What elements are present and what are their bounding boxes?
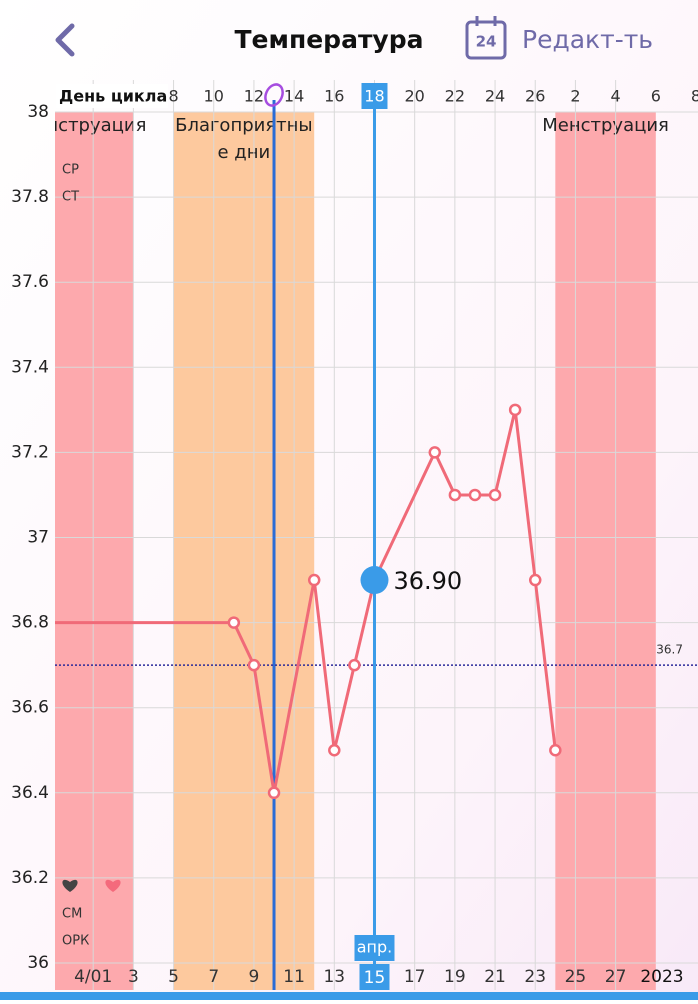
x-tick-label: 13	[323, 967, 345, 987]
phase-label: Менструация	[20, 115, 147, 136]
x-tick-label: 25	[565, 967, 587, 987]
bottom-bar	[0, 992, 698, 1000]
series-line	[232, 408, 557, 795]
cycle-day-label: 6	[651, 87, 661, 106]
row-label: СТ	[62, 190, 79, 205]
reference-label: 36.7	[656, 643, 683, 657]
cycle-day-label: 8	[691, 87, 698, 106]
y-tick-label: 37.6	[11, 272, 49, 292]
x-tick-label: 3	[128, 967, 139, 987]
y-tick-label: 37.2	[11, 442, 49, 462]
x-tick-label: 11	[283, 967, 305, 987]
cycle-day-label: 14	[284, 87, 304, 106]
selected-cycle-label: 18	[364, 87, 384, 106]
point	[549, 744, 562, 757]
row-label: СР	[62, 163, 79, 178]
x-tick-label: 4/01	[74, 967, 112, 987]
cycle-day-label: 16	[324, 87, 344, 106]
selected-point	[360, 566, 389, 595]
cycle-axis-title: День цикла	[59, 87, 167, 106]
point	[508, 403, 522, 417]
y-tick-label: 36.2	[11, 868, 49, 888]
calendar-day: 24	[476, 33, 497, 51]
x-tick-label: 5	[168, 967, 179, 987]
point	[267, 786, 281, 800]
phase-label: е дни	[218, 142, 271, 163]
y-tick-label: 37	[27, 528, 49, 548]
cycle-day-label: 22	[445, 87, 465, 106]
point	[227, 616, 241, 629]
point	[468, 488, 482, 502]
x-tick-label: 17	[404, 967, 426, 987]
cycle-day-label: 12	[244, 87, 264, 106]
heart-icon	[62, 879, 78, 892]
y-tick-label: 37.4	[11, 357, 49, 377]
y-tick-label: 36.4	[11, 783, 49, 803]
selected-value-label: 36.90	[393, 567, 462, 595]
cycle-day-label: 4	[611, 87, 621, 106]
selected-month-box	[354, 935, 395, 961]
calendar-icon	[465, 20, 507, 60]
back-button[interactable]	[55, 23, 75, 57]
selected-month-label: апр.	[357, 938, 393, 957]
plot-area: Менструация Благоприятны е дни Менструация	[20, 80, 698, 990]
selected-date-label: 15	[364, 968, 386, 988]
phase-band	[555, 112, 656, 990]
point	[428, 446, 442, 459]
cycle-day-label: 2	[570, 87, 580, 106]
point	[247, 658, 261, 672]
phase-label: Благоприятны	[175, 115, 313, 136]
y-tick-label: 38	[27, 102, 49, 122]
year-label: 2023	[640, 967, 683, 987]
phase-band	[173, 112, 315, 990]
point	[307, 573, 321, 587]
selected-date-box	[359, 964, 390, 990]
cycle-day-label: 24	[485, 87, 505, 106]
point	[448, 488, 462, 502]
heart-icon	[105, 879, 121, 892]
y-tick-label: 36.8	[11, 613, 49, 633]
ovulation-icon	[264, 83, 284, 107]
x-tick-label: 9	[249, 967, 260, 987]
y-tick-label: 37.8	[11, 187, 49, 207]
x-tick-label: 21	[484, 967, 506, 987]
point	[348, 658, 361, 672]
point	[488, 488, 502, 502]
phase-band	[55, 112, 134, 990]
y-tick-label: 36	[27, 953, 49, 973]
row-label: ОРК	[62, 934, 89, 949]
selected-cycle-box	[361, 83, 388, 109]
point	[528, 573, 542, 587]
point	[328, 744, 341, 757]
cycle-day-label: 20	[404, 87, 424, 106]
x-tick-label: 27	[605, 967, 627, 987]
row-label: СМ	[62, 907, 82, 922]
x-tick-label: 23	[524, 967, 546, 987]
phase-label: Менструация	[542, 115, 669, 136]
screen-title: Температура	[235, 25, 424, 54]
cycle-header-bg	[56, 84, 168, 108]
cycle-day-label: 26	[525, 87, 545, 106]
y-tick-label: 36.6	[11, 698, 49, 718]
edit-label: Редакт-ть	[522, 25, 653, 54]
x-tick-label: 19	[444, 967, 466, 987]
edit-button[interactable]: 24 Редакт-ть	[465, 16, 653, 60]
cycle-day-label: 8	[168, 87, 178, 106]
cycle-day-label: 10	[204, 87, 224, 106]
x-tick-label: 7	[208, 967, 219, 987]
